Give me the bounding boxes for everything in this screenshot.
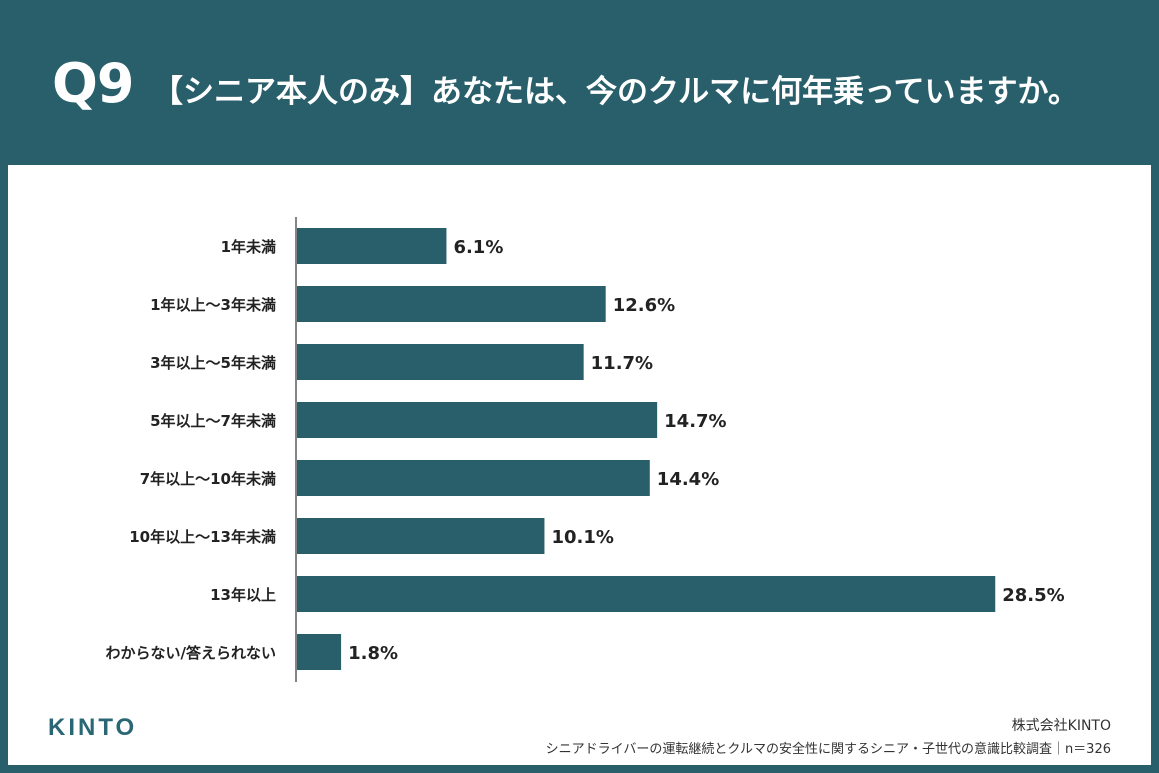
category-label: 1年以上〜3年未満 — [150, 296, 276, 314]
bar — [297, 344, 584, 380]
category-label: 13年以上 — [210, 586, 276, 604]
category-label: 3年以上〜5年未満 — [150, 354, 276, 372]
header-band: Q9 【シニア本人のみ】あなたは、今のクルマに何年乗っていますか。 — [0, 0, 1159, 165]
category-label: 10年以上〜13年未満 — [129, 528, 276, 546]
question-title: 【シニア本人のみ】あなたは、今のクルマに何年乗っていますか。 — [152, 74, 1079, 110]
value-label: 6.1% — [453, 237, 503, 258]
value-label: 14.7% — [664, 411, 726, 432]
kinto-logo: KINTO — [48, 714, 138, 741]
value-label: 14.4% — [657, 469, 719, 490]
bar — [297, 286, 606, 322]
bar — [297, 576, 996, 612]
value-label: 12.6% — [613, 295, 675, 316]
category-label: 5年以上〜7年未満 — [150, 412, 276, 430]
value-label: 10.1% — [551, 527, 613, 548]
value-label: 11.7% — [591, 353, 653, 374]
category-label: 7年以上〜10年未満 — [140, 470, 276, 488]
value-label: 1.8% — [348, 643, 398, 664]
survey-caption: シニアドライバーの運転継続とクルマの安全性に関するシニア・子世代の意識比較調査｜… — [545, 742, 1111, 757]
bar-chart: 1年未満 6.1% 1年以上〜3年未満 12.6% 3年以上〜5年未満 11.7% 5年以上… — [106, 217, 1065, 682]
question-number: Q9 — [52, 52, 134, 115]
value-label: 28.5% — [1002, 585, 1064, 606]
chart-panel: 1年未満 6.1% 1年以上〜3年未満 12.6% 3年以上〜5年未満 11.7% 5年以上… — [8, 165, 1151, 765]
bar — [297, 460, 650, 496]
bar — [297, 518, 545, 554]
category-label: わからない/答えられない — [106, 644, 276, 662]
bar — [297, 228, 447, 264]
company-name: 株式会社KINTO — [1011, 718, 1111, 734]
bar — [297, 402, 658, 438]
category-label: 1年未満 — [221, 238, 276, 256]
bar — [297, 634, 342, 670]
